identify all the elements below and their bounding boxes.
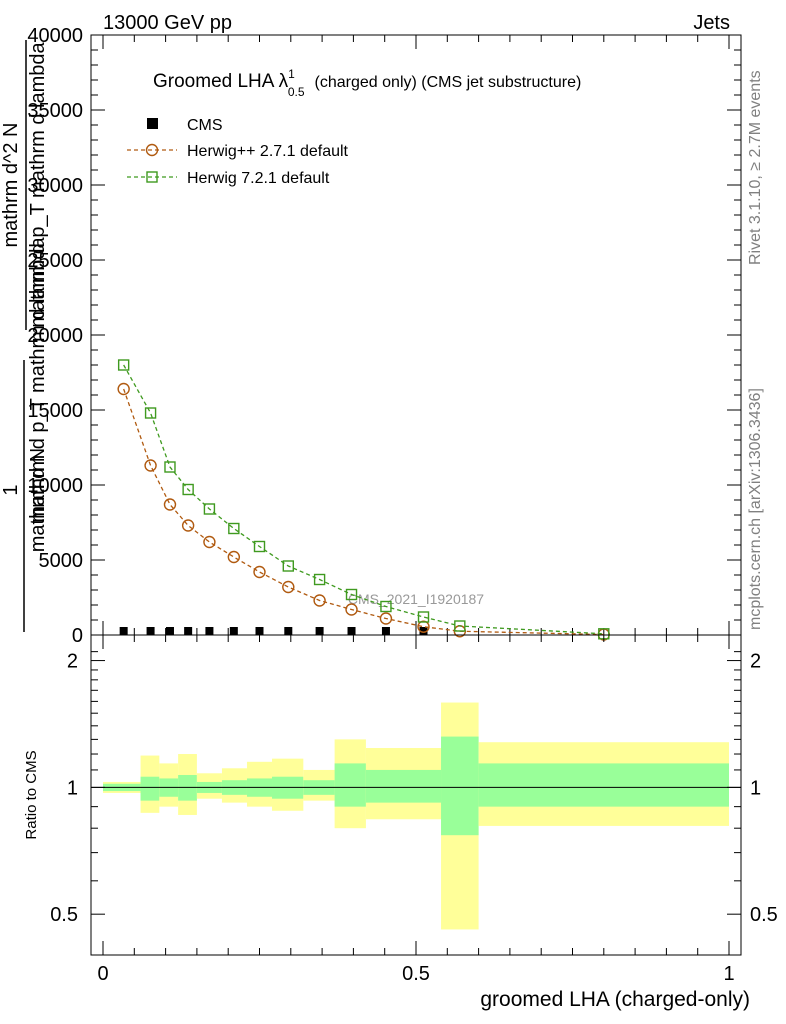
- main-title: Groomed LHA λ1 0.5 (charged only) (CMS jet…: [153, 67, 581, 99]
- legend-marker-herwig7: [146, 171, 158, 183]
- y-tick-label: 40000: [27, 25, 83, 47]
- data-point-herwig-2-7-1-default: [144, 459, 157, 472]
- data-point-herwig-2-7-1-default: [379, 612, 393, 625]
- main-series: [117, 359, 610, 641]
- data-point-herwig-2-7-1-default: [313, 594, 326, 607]
- ratio-y-tick-label-right: 0.5: [750, 904, 778, 926]
- main-title-suffix: (charged only) (CMS jet substructure): [315, 74, 582, 91]
- data-point-herwig-2-7-1-default: [117, 382, 130, 396]
- data-point-cms: [229, 627, 238, 635]
- main-title-superscript: 1: [288, 67, 295, 81]
- data-point-herwig-7-2-1-default: [253, 540, 266, 553]
- data-point-herwig-7-2-1-default: [164, 461, 176, 473]
- y-tick-label: 15000: [27, 400, 83, 422]
- ratio-band-green: [140, 776, 160, 801]
- data-point-cms: [165, 627, 174, 635]
- data-point-herwig-7-2-1-default: [380, 600, 392, 613]
- ratio-band-green: [334, 763, 366, 807]
- ratio-band-green: [441, 736, 479, 836]
- data-point-cms: [205, 627, 214, 635]
- ylabel-line-1: 1: [0, 484, 22, 495]
- ratio-x-axis: 0 0.5 1: [97, 635, 735, 985]
- data-point-herwig-7-2-1-default: [228, 522, 240, 535]
- data-point-cms: [146, 627, 155, 635]
- data-point-herwig-2-7-1-default: [227, 550, 241, 564]
- ratio-panel: 0.5 0.51 12 2 0 0.5 1 Ratio to CMS groomed LH…: [23, 634, 778, 1011]
- ratio-y-tick-label-left: 2: [67, 651, 78, 673]
- y-tick-label: 10000: [27, 475, 83, 497]
- y-tick-label: 30000: [27, 175, 83, 197]
- data-point-cms: [347, 627, 356, 635]
- data-point-herwig-2-7-1-default: [417, 620, 430, 633]
- rivet-version-label: Rivet 3.1.10, ≥ 2.7M events: [747, 70, 764, 265]
- ylabel-line-2: mathrm d N: [27, 448, 49, 552]
- data-point-cms: [119, 627, 128, 635]
- x-tick-label: 0: [97, 963, 108, 985]
- mcplots-label: mcplots.cern.ch [arXiv:1306.3436]: [747, 388, 764, 630]
- ratio-y-tick-label-left: 0.5: [50, 904, 78, 926]
- legend-label-herwigpp: Herwig++ 2.7.1 default: [187, 143, 349, 160]
- y-tick-label: 25000: [27, 250, 83, 272]
- ratio-band-green: [478, 763, 729, 807]
- data-point-herwig-7-2-1-default: [454, 620, 466, 632]
- main-y-axis-label: 1 mathrm d N mathrm d p_T mathrm d lambd…: [0, 40, 49, 632]
- data-point-herwig-7-2-1-default: [117, 359, 130, 371]
- data-point-herwig-7-2-1-default: [345, 588, 358, 601]
- data-point-herwig-2-7-1-default: [163, 498, 177, 511]
- data-point-cms: [419, 627, 428, 635]
- x-tick-label: 1: [723, 963, 734, 985]
- data-point-herwig-7-2-1-default: [417, 611, 430, 623]
- data-point-cms: [381, 627, 390, 635]
- y-tick-label: 35000: [27, 100, 83, 122]
- data-point-herwig-2-7-1-default: [203, 535, 216, 549]
- data-point-cms: [184, 627, 193, 635]
- y-tick-label: 5000: [39, 550, 84, 572]
- ratio-y-tick-label-left: 1: [67, 777, 78, 799]
- data-point-herwig-7-2-1-default: [144, 407, 157, 419]
- y-tick-label: 20000: [27, 325, 83, 347]
- data-point-cms: [315, 627, 324, 635]
- main-title-text: Groomed LHA λ: [153, 71, 289, 92]
- data-point-herwig-2-7-1-default: [345, 603, 358, 616]
- ratio-y-axis-label: Ratio to CMS: [23, 750, 40, 839]
- data-point-herwig-2-7-1-default: [181, 519, 195, 532]
- legend: CMS Herwig++ 2.7.1 default Herwig 7.2.1 …: [127, 117, 349, 187]
- x-tick-label: 0.5: [402, 963, 430, 985]
- data-point-cms: [255, 627, 264, 635]
- data-point-herwig-7-2-1-default: [203, 503, 216, 515]
- series-line-herwig-2-7-1-default: [123, 388, 604, 636]
- ylabel-line-4: mathrm d^2 N: [0, 123, 22, 248]
- process-label: Jets: [693, 12, 730, 34]
- ylabel-line-5: mathrm d p_T mathrm d lambda: [27, 236, 49, 522]
- x-axis-label: groomed LHA (charged-only): [480, 988, 750, 1011]
- ratio-y-tick-label-right: 2: [750, 651, 761, 673]
- ratio-y-axis: 0.5 0.5 1 1 2 2: [50, 651, 778, 927]
- analysis-watermark: CMS_2021_I1920187: [348, 591, 484, 607]
- data-point-herwig-2-7-1-default: [253, 565, 266, 579]
- data-point-herwig-2-7-1-default: [282, 580, 295, 594]
- ratio-band-green: [365, 769, 442, 803]
- ratio-y-tick-label-right: 1: [750, 777, 761, 799]
- data-point-herwig-7-2-1-default: [182, 483, 194, 496]
- data-point-herwig-7-2-1-default: [313, 573, 326, 586]
- main-title-subscript: 0.5: [288, 85, 305, 99]
- y-tick-label: 0: [72, 625, 83, 647]
- data-point-herwig-7-2-1-default: [282, 560, 294, 572]
- legend-label-herwig7: Herwig 7.2.1 default: [187, 170, 330, 187]
- legend-marker-cms: [147, 118, 158, 129]
- main-panel: 0 5000 10000 15000 20000 25000 30000 35000 40000…: [0, 25, 742, 647]
- legend-marker-herwigpp: [145, 143, 159, 157]
- main-y-axis: 0 5000 10000 15000 20000 25000 30000 35000 40000: [27, 25, 741, 647]
- ylabel-line-3: mathrm d p_T mathrm d lambda: [27, 41, 49, 327]
- main-x-ticks: [102, 35, 730, 635]
- legend-label-cms: CMS: [187, 117, 223, 134]
- ratio-bands: [103, 702, 729, 930]
- energy-label: 13000 GeV pp: [103, 12, 232, 34]
- data-point-cms: [284, 627, 293, 635]
